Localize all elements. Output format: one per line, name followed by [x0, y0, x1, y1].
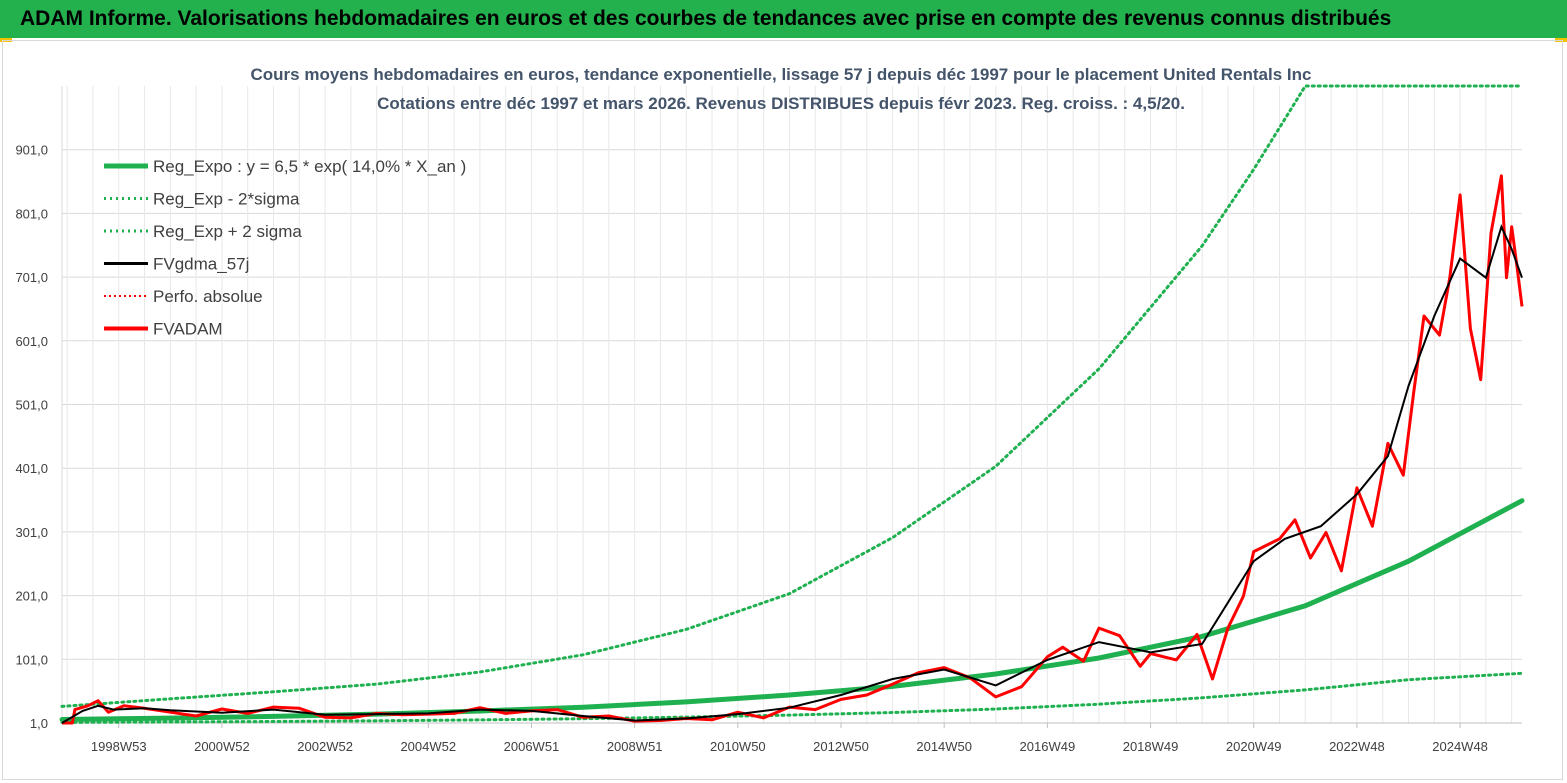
series-layer: [59, 84, 1525, 725]
legend-item-fvadam: FVADAM: [104, 320, 223, 339]
legend-label: FVgdma_57j: [153, 255, 249, 274]
y-tick-label: 701,0: [15, 270, 48, 285]
chart-title: Cours moyens hebdomadaires en euros, ten…: [251, 65, 1312, 84]
series-line-reg-exp-2-sigma: [60, 84, 1524, 708]
legend-label: FVADAM: [153, 320, 223, 339]
x-tick-label: 2006W51: [504, 739, 560, 754]
legend: Reg_Expo : y = 6,5 * exp( 14,0% * X_an )…: [104, 157, 466, 339]
y-tick-label: 501,0: [15, 398, 48, 413]
series-line-reg-expo: [59, 498, 1525, 722]
x-tick-label: 2024W48: [1432, 739, 1488, 754]
x-tick-label: 1998W53: [91, 739, 147, 754]
x-tick-label: 2002W52: [297, 739, 353, 754]
report-title: ADAM Informe. Valorisations hebdomadaire…: [20, 7, 1392, 30]
legend-item-fvgdma: FVgdma_57j: [104, 255, 249, 274]
y-tick-label: 401,0: [15, 461, 48, 476]
legend-label: Reg_Exp - 2*sigma: [153, 190, 300, 209]
y-tick-label: 201,0: [15, 589, 48, 604]
x-tick-label: 2014W50: [916, 739, 972, 754]
legend-item-reg-expo: Reg_Expo : y = 6,5 * exp( 14,0% * X_an ): [104, 157, 466, 176]
y-tick-label: 1,0: [30, 716, 48, 731]
axes: 1,0 101,0 201,0 301,0 401,0 501,0 601,0 701,0 80…: [15, 86, 1522, 754]
x-tick-label: 2012W50: [813, 739, 869, 754]
x-tick-label: 2004W52: [400, 739, 456, 754]
legend-item-perfo: Perfo. absolue: [104, 287, 263, 306]
x-tick-label: 2016W49: [1020, 739, 1076, 754]
y-tick-label: 101,0: [15, 652, 48, 667]
legend-item-sigma-minus: Reg_Exp - 2*sigma: [104, 190, 300, 209]
grid: [62, 86, 1522, 723]
report-banner: ADAM Informe. Valorisations hebdomadaire…: [0, 0, 1567, 38]
chart-frame: [2, 40, 1563, 780]
y-tick-label: 801,0: [15, 206, 48, 221]
legend-item-sigma-plus: Reg_Exp + 2 sigma: [104, 222, 302, 241]
x-tick-label: 2020W49: [1226, 739, 1282, 754]
series-line-fvgdma-57j: [61, 223, 1523, 724]
y-tick-label: 601,0: [15, 334, 48, 349]
legend-label: Reg_Expo : y = 6,5 * exp( 14,0% * X_an ): [153, 157, 466, 176]
y-tick-label: 301,0: [15, 525, 48, 540]
x-tick-label: 2010W50: [710, 739, 766, 754]
x-tick-label: 2018W49: [1123, 739, 1179, 754]
series-line-fvadam: [62, 174, 1524, 725]
x-tick-label: 2000W52: [194, 739, 250, 754]
series-line-reg-exp-2-sigma: [60, 671, 1524, 724]
x-tick-label: 2008W51: [607, 739, 663, 754]
chart-subtitle: Cotations entre déc 1997 et mars 2026. R…: [377, 94, 1185, 113]
legend-label: Perfo. absolue: [153, 287, 263, 306]
legend-label: Reg_Exp + 2 sigma: [153, 222, 302, 241]
y-tick-label: 901,0: [15, 143, 48, 158]
x-tick-label: 2022W48: [1329, 739, 1385, 754]
